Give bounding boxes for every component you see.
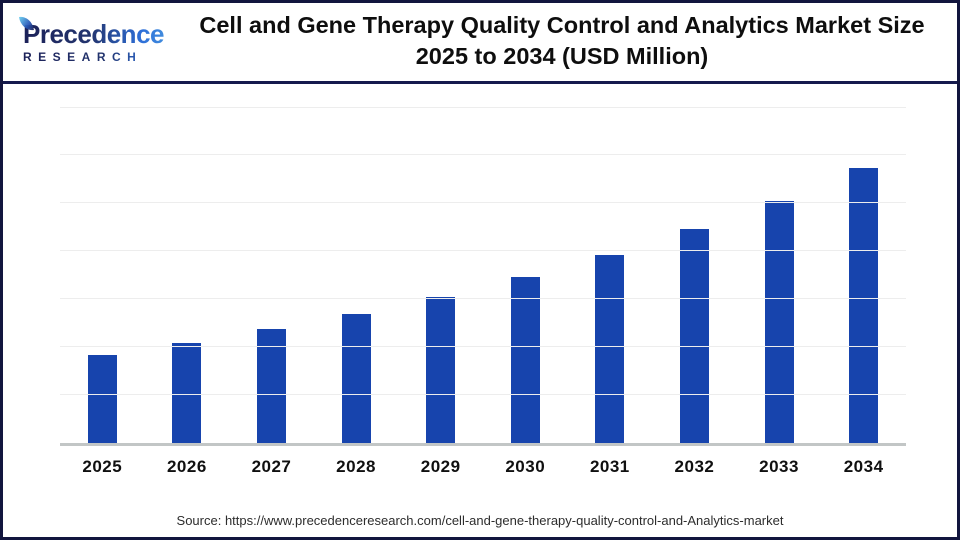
gridline-2000	[60, 250, 906, 251]
x-axis-label-2027: 2027	[251, 457, 292, 476]
header: Precedence RESEARCH Cell and Gene Therap…	[3, 3, 957, 84]
bar-slot-2033	[737, 107, 822, 443]
gridline-3000	[60, 154, 906, 155]
x-axis-label-2032: 2032	[674, 457, 715, 476]
bar-2029	[426, 296, 456, 443]
bar-2031	[595, 254, 625, 443]
x-axis-label-2030: 2030	[505, 457, 546, 476]
x-axis-label-2034: 2034	[843, 457, 884, 476]
gridline-2500	[60, 202, 906, 203]
bar-2027	[256, 329, 286, 443]
bar-slot-2029	[398, 107, 483, 443]
bar-slot-2028	[314, 107, 399, 443]
x-axis-label-2025: 2025	[82, 457, 123, 476]
bar-2034	[849, 168, 879, 443]
precedence-research-logo: Precedence RESEARCH	[3, 3, 175, 81]
x-axis-label-2026: 2026	[166, 457, 207, 476]
bar-slot-2031	[568, 107, 653, 443]
x-axis-label-2031: 2031	[589, 457, 630, 476]
gridline-1000	[60, 346, 906, 347]
bar-2026	[172, 342, 202, 443]
bar-slot-2030	[483, 107, 568, 443]
bar-2028	[341, 313, 371, 443]
gridline-500	[60, 394, 906, 395]
x-axis-label-2033: 2033	[759, 457, 799, 476]
logo-brand-name: Precedence	[23, 20, 175, 48]
source-text: Source: https://www.precedenceresearch.c…	[176, 513, 784, 528]
gridline-3500	[60, 107, 906, 108]
bar-2033	[764, 200, 794, 443]
x-axis-label-2028: 2028	[336, 457, 376, 476]
chart-title-line2: 2025 to 2034 (USD Million)	[415, 43, 709, 69]
gridline-1500	[60, 298, 906, 299]
chart-title: Cell and Gene Therapy Quality Control an…	[175, 3, 957, 81]
bar-slot-2032	[652, 107, 737, 443]
x-axis-label-2029: 2029	[420, 457, 461, 476]
bar-chart: 2025 2026 2027 2028 2029 2030 2031 2032 2033 2034	[3, 107, 957, 477]
bar-2025	[87, 354, 117, 443]
bar-slot-2025	[60, 107, 145, 443]
plot-area	[60, 107, 906, 446]
bar-2032	[679, 229, 709, 443]
bars-container	[60, 107, 906, 443]
chart-title-line1: Cell and Gene Therapy Quality Control an…	[199, 12, 925, 38]
x-axis-labels: 2025 2026 2027 2028 2029 2030 2031 2032 2033 2034	[60, 446, 906, 477]
bar-slot-2027	[229, 107, 314, 443]
bar-2030	[510, 277, 540, 443]
logo-brand-subname: RESEARCH	[23, 50, 175, 64]
bar-slot-2034	[821, 107, 906, 443]
bar-slot-2026	[145, 107, 230, 443]
